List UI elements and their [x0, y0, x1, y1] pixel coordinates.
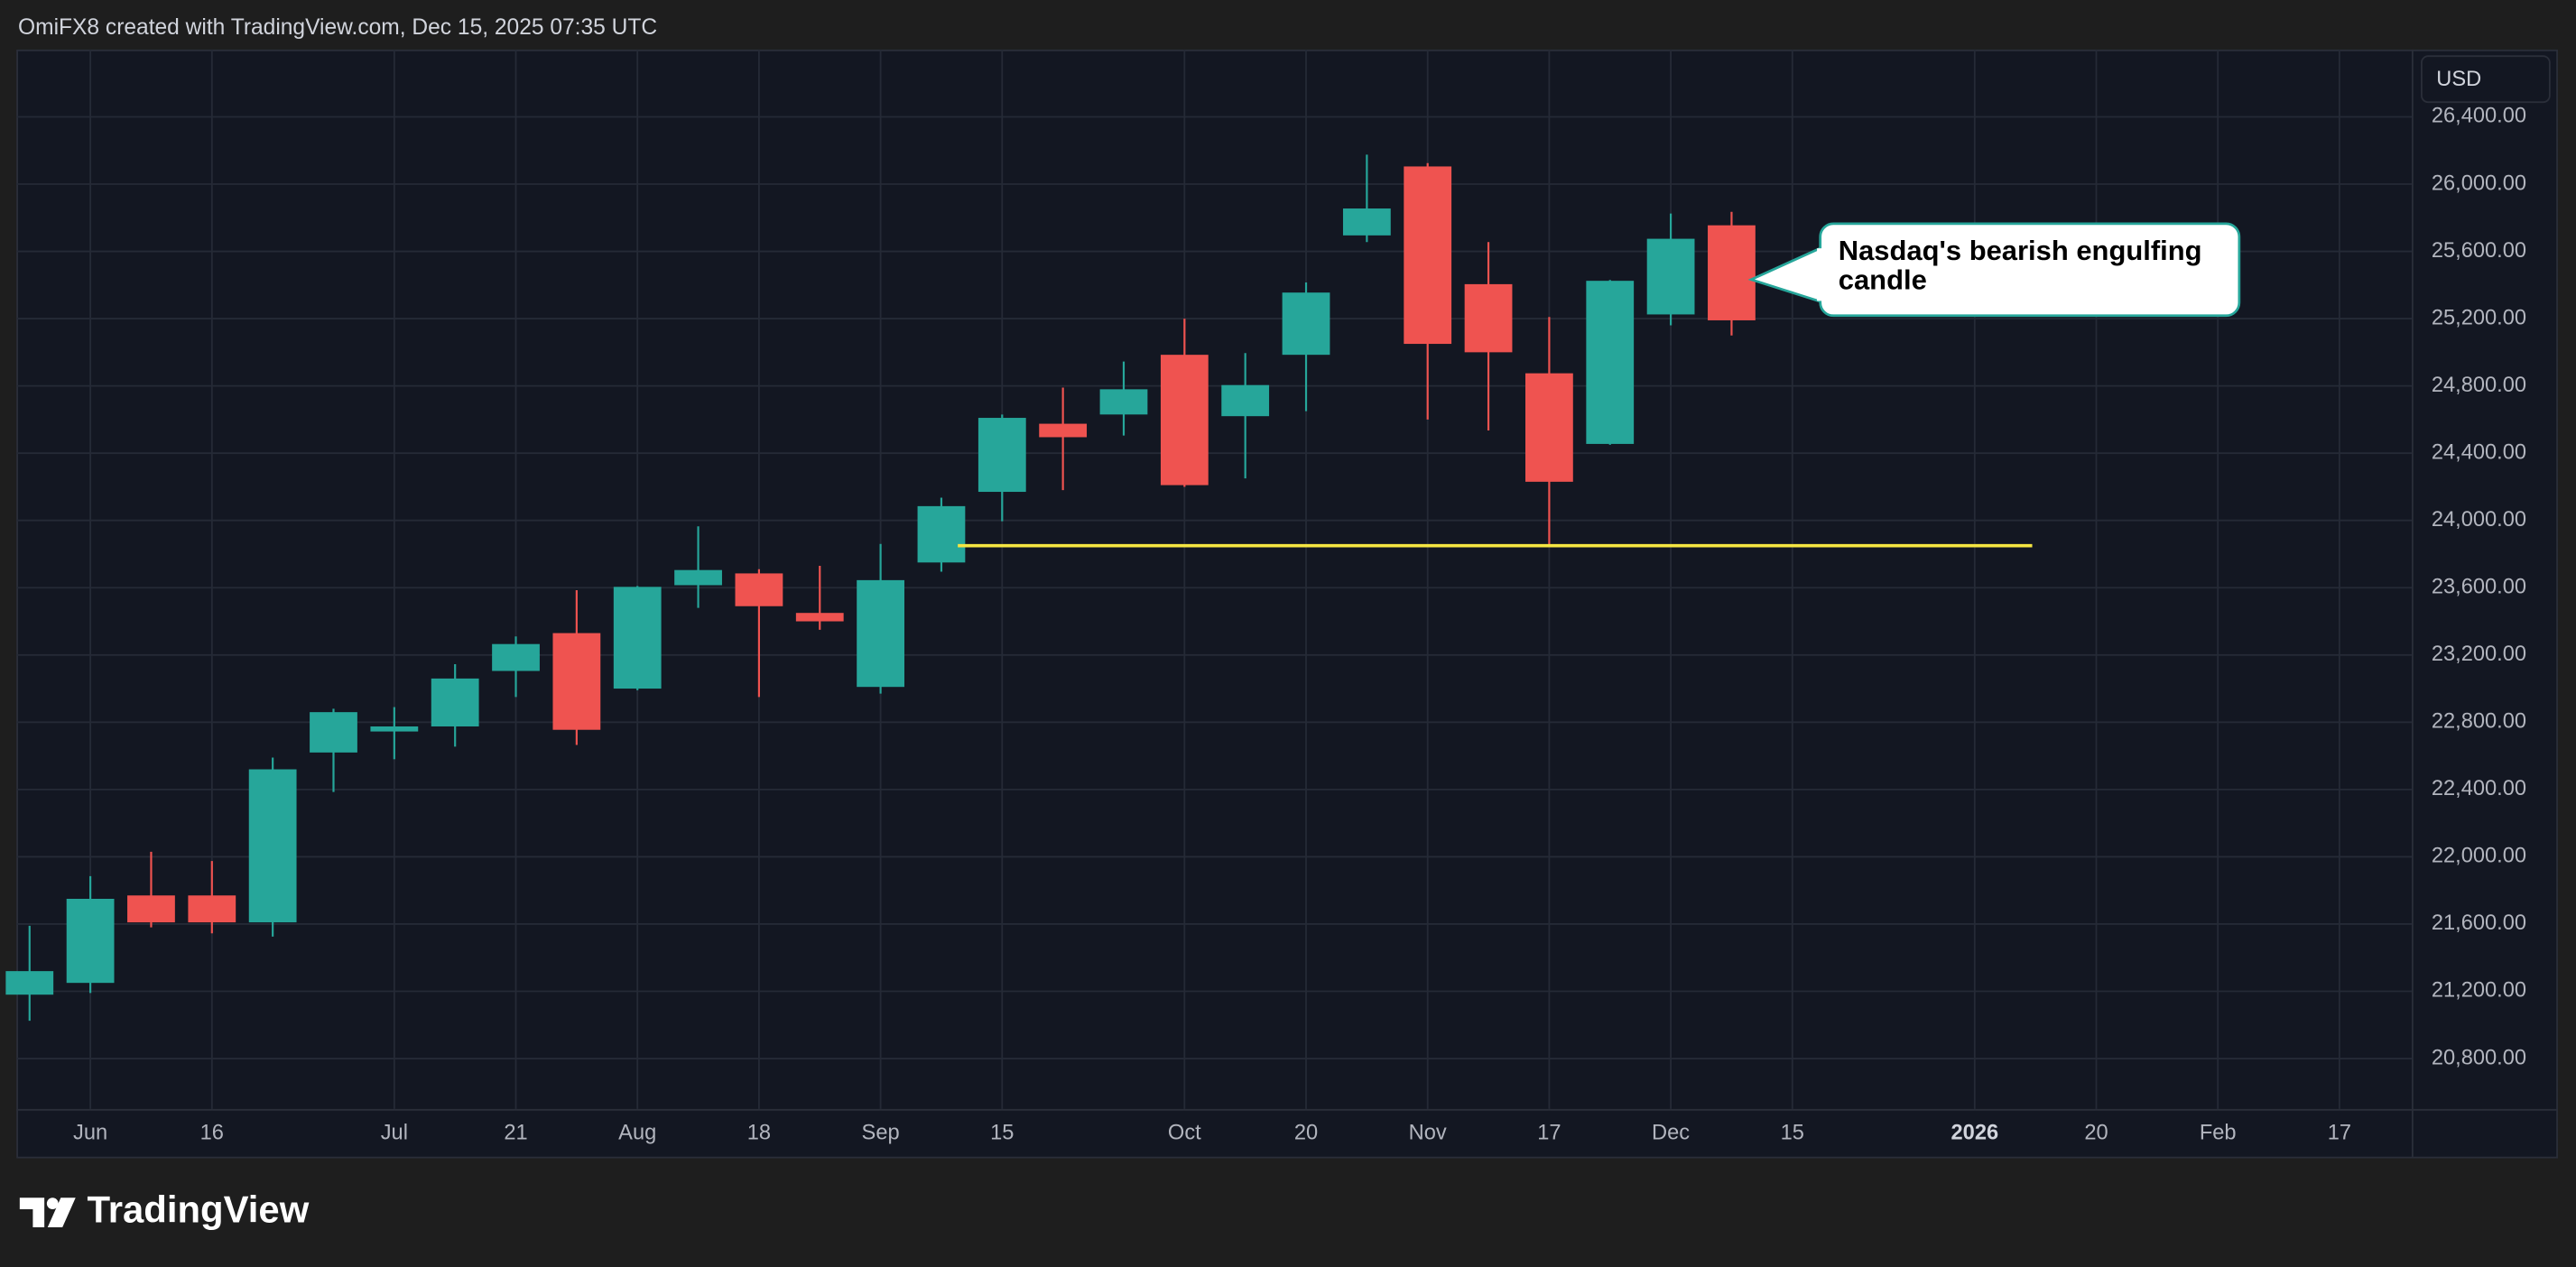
x-tick-label: Feb [2200, 1121, 2237, 1144]
candle-body [1708, 225, 1756, 320]
brand-logo-dot [46, 1198, 59, 1209]
y-tick-label: 23,600.00 [2432, 576, 2526, 599]
candle-body [431, 678, 479, 726]
brand-name: TradingView [87, 1188, 309, 1231]
candle-body [1646, 238, 1695, 315]
x-tick-label: Oct [1168, 1121, 1201, 1144]
x-tick-label: 21 [504, 1121, 527, 1144]
candle-body [613, 587, 662, 689]
candle-body [674, 569, 722, 586]
candle-body [795, 613, 844, 622]
candle-body [1039, 423, 1088, 438]
y-tick-label: 22,000.00 [2432, 845, 2526, 868]
candle-body [66, 898, 115, 984]
candle-body [735, 573, 783, 606]
y-tick-label: 25,600.00 [2432, 239, 2526, 263]
y-tick-label: 21,600.00 [2432, 911, 2526, 935]
candle-body [5, 971, 54, 995]
currency-box [2420, 55, 2551, 104]
y-tick-label: 26,000.00 [2432, 171, 2526, 195]
y-tick-label: 21,200.00 [2432, 979, 2526, 1003]
x-tick-label: Dec [1652, 1121, 1690, 1144]
candle-body [1404, 166, 1452, 345]
y-tick-label: 24,800.00 [2432, 374, 2526, 397]
x-tick-label: 16 [200, 1121, 224, 1144]
candle-body [248, 769, 297, 923]
annotation: Nasdaq's bearish engulfing candle [1747, 222, 2241, 318]
candle-body [370, 726, 419, 732]
candle-body [127, 895, 175, 923]
brand: TradingView [19, 1188, 310, 1231]
x-tick-label: Jun [73, 1121, 107, 1144]
y-tick-label: 24,000.00 [2432, 508, 2526, 532]
brand-logo-slash [47, 1198, 76, 1227]
candle-body [188, 895, 236, 923]
y-tick-label: 25,200.00 [2432, 306, 2526, 329]
y-tick-label: 24,400.00 [2432, 440, 2526, 464]
candle-body [1221, 384, 1270, 417]
x-tick-label: 15 [990, 1121, 1014, 1144]
candle-body [552, 633, 601, 730]
x-tick-label: 17 [1537, 1121, 1561, 1144]
candle-body [917, 505, 966, 563]
candle-body [1160, 355, 1209, 486]
candle-body [978, 418, 1026, 493]
candle-body [857, 579, 904, 688]
candle-body [1099, 389, 1148, 415]
x-tick-label: Jul [381, 1121, 408, 1144]
y-tick-label: 22,400.00 [2432, 777, 2526, 800]
candle-body [1586, 281, 1635, 444]
candle-body [310, 712, 357, 753]
candle-body [492, 643, 540, 671]
y-tick-label: 26,400.00 [2432, 105, 2526, 128]
annotation-holder: Nasdaq's bearish engulfing candle [1838, 236, 2202, 296]
x-tick-label: Sep [862, 1121, 900, 1144]
x-tick-label: 17 [2328, 1121, 2351, 1144]
y-tick-label: 20,800.00 [2432, 1046, 2526, 1069]
plot-area [5, 154, 2033, 1022]
x-tick-label: Aug [618, 1121, 656, 1144]
x-tick-label: 18 [747, 1121, 771, 1144]
x-tick-label: 2026 [1951, 1121, 1999, 1144]
attribution: OmiFX8 created with TradingView.com, Dec… [18, 15, 657, 40]
currency-label: USD [2436, 68, 2481, 91]
candle-body [1282, 292, 1330, 356]
x-tick-label: 15 [1781, 1121, 1804, 1144]
x-tick-label: Nov [1409, 1121, 1447, 1144]
candle-body [1342, 208, 1391, 236]
annotation-joint [1817, 248, 1826, 301]
y-tick-label: 22,800.00 [2432, 710, 2526, 734]
x-tick-label: 20 [1294, 1121, 1318, 1144]
candle-body [1525, 373, 1573, 482]
annotation-text: Nasdaq's bearish engulfing candle [1838, 236, 2202, 296]
grid-layer [16, 49, 2412, 1109]
y-tick-label: 23,200.00 [2432, 643, 2526, 666]
brand-logo-bar [19, 1198, 45, 1227]
x-tick-label: 20 [2084, 1121, 2108, 1144]
candle-body [1464, 283, 1513, 353]
